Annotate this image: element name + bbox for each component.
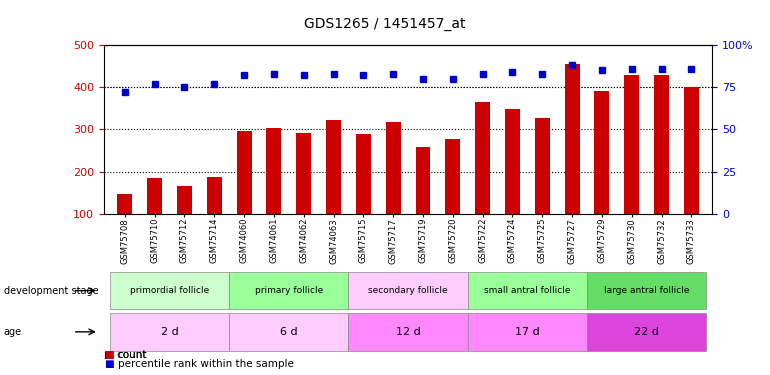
Bar	[296, 133, 311, 256]
Bar	[207, 177, 222, 256]
Text: small antral follicle: small antral follicle	[484, 286, 571, 295]
Bar	[326, 120, 341, 256]
Text: count: count	[118, 350, 147, 360]
Text: 2 d: 2 d	[161, 327, 179, 337]
Text: development stage: development stage	[4, 286, 99, 296]
Bar	[147, 178, 162, 256]
Bar	[349, 272, 467, 309]
Bar	[467, 272, 587, 309]
Bar	[467, 313, 587, 351]
Bar	[229, 272, 349, 309]
Text: 17 d: 17 d	[515, 327, 540, 337]
Text: GDS1265 / 1451457_at: GDS1265 / 1451457_at	[304, 17, 466, 31]
Bar	[229, 313, 349, 351]
Bar	[356, 135, 371, 256]
Text: 12 d: 12 d	[396, 327, 420, 337]
Bar	[416, 147, 430, 256]
Bar	[535, 118, 550, 256]
Text: 22 d: 22 d	[634, 327, 659, 337]
Bar	[236, 132, 252, 256]
Bar	[624, 75, 639, 256]
Bar	[594, 92, 609, 256]
Text: large antral follicle: large antral follicle	[604, 286, 689, 295]
Bar	[684, 87, 699, 256]
Text: ■ count: ■ count	[104, 350, 146, 360]
Text: ■: ■	[104, 358, 114, 369]
Text: primary follicle: primary follicle	[255, 286, 323, 295]
Text: percentile rank within the sample: percentile rank within the sample	[118, 358, 293, 369]
Bar	[117, 194, 132, 256]
Bar	[564, 64, 580, 256]
Text: age: age	[4, 327, 22, 337]
Bar	[386, 122, 400, 256]
Bar	[445, 139, 460, 256]
Text: 6 d: 6 d	[280, 327, 298, 337]
Bar	[587, 272, 706, 309]
Text: primordial follicle: primordial follicle	[130, 286, 209, 295]
Bar	[266, 128, 281, 256]
Bar	[349, 313, 467, 351]
Bar	[177, 186, 192, 256]
Bar	[110, 313, 229, 351]
Text: secondary follicle: secondary follicle	[368, 286, 448, 295]
Bar	[110, 272, 229, 309]
Text: ■: ■	[104, 350, 114, 360]
Bar	[654, 75, 669, 256]
Bar	[587, 313, 706, 351]
Bar	[505, 109, 520, 256]
Bar	[475, 102, 490, 256]
